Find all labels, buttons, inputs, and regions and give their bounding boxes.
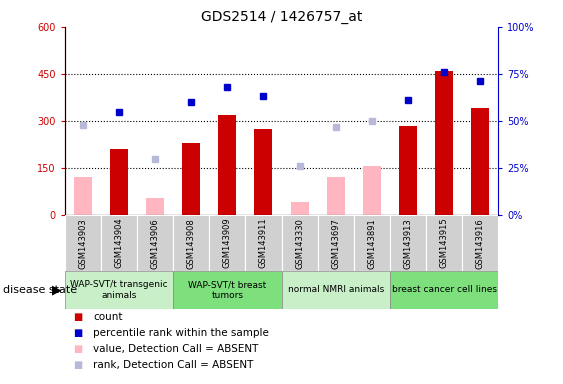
Text: ■: ■: [73, 344, 82, 354]
Text: GSM143330: GSM143330: [295, 218, 304, 269]
Bar: [245, 215, 282, 271]
Text: GSM143906: GSM143906: [150, 218, 159, 268]
Bar: [173, 271, 282, 309]
Bar: [209, 215, 245, 271]
Text: ■: ■: [73, 360, 82, 370]
Bar: [291, 202, 309, 215]
Bar: [65, 271, 173, 309]
Text: GSM143909: GSM143909: [223, 218, 232, 268]
Bar: [110, 149, 128, 215]
Bar: [471, 108, 489, 215]
Text: value, Detection Call = ABSENT: value, Detection Call = ABSENT: [93, 344, 258, 354]
Bar: [65, 215, 101, 271]
Bar: [327, 177, 345, 215]
Text: WAP-SVT/t breast
tumors: WAP-SVT/t breast tumors: [188, 280, 266, 300]
Bar: [101, 215, 137, 271]
Bar: [435, 71, 453, 215]
Text: ■: ■: [73, 312, 82, 322]
Bar: [254, 129, 272, 215]
Bar: [282, 271, 390, 309]
Bar: [137, 215, 173, 271]
Text: GDS2514 / 1426757_at: GDS2514 / 1426757_at: [201, 10, 362, 23]
Bar: [426, 215, 462, 271]
Text: percentile rank within the sample: percentile rank within the sample: [93, 328, 269, 338]
Text: GSM143908: GSM143908: [187, 218, 196, 268]
Bar: [218, 115, 236, 215]
Bar: [462, 215, 498, 271]
Bar: [390, 215, 426, 271]
Bar: [318, 215, 354, 271]
Bar: [146, 198, 164, 215]
Text: count: count: [93, 312, 122, 322]
Bar: [363, 166, 381, 215]
Bar: [354, 215, 390, 271]
Text: GSM143697: GSM143697: [331, 218, 340, 269]
Text: GSM143891: GSM143891: [367, 218, 376, 268]
Text: ▶: ▶: [51, 283, 61, 296]
Bar: [390, 271, 498, 309]
Bar: [399, 126, 417, 215]
Text: GSM143903: GSM143903: [78, 218, 87, 268]
Text: WAP-SVT/t transgenic
animals: WAP-SVT/t transgenic animals: [70, 280, 168, 300]
Text: GSM143904: GSM143904: [114, 218, 123, 268]
Text: breast cancer cell lines: breast cancer cell lines: [391, 285, 497, 295]
Text: GSM143916: GSM143916: [476, 218, 485, 268]
Bar: [173, 215, 209, 271]
Text: rank, Detection Call = ABSENT: rank, Detection Call = ABSENT: [93, 360, 253, 370]
Text: normal NMRI animals: normal NMRI animals: [288, 285, 384, 295]
Text: GSM143913: GSM143913: [404, 218, 413, 268]
Text: GSM143911: GSM143911: [259, 218, 268, 268]
Bar: [282, 215, 318, 271]
Bar: [182, 143, 200, 215]
Text: ■: ■: [73, 328, 82, 338]
Bar: [74, 177, 92, 215]
Text: GSM143915: GSM143915: [440, 218, 449, 268]
Text: disease state: disease state: [3, 285, 77, 295]
